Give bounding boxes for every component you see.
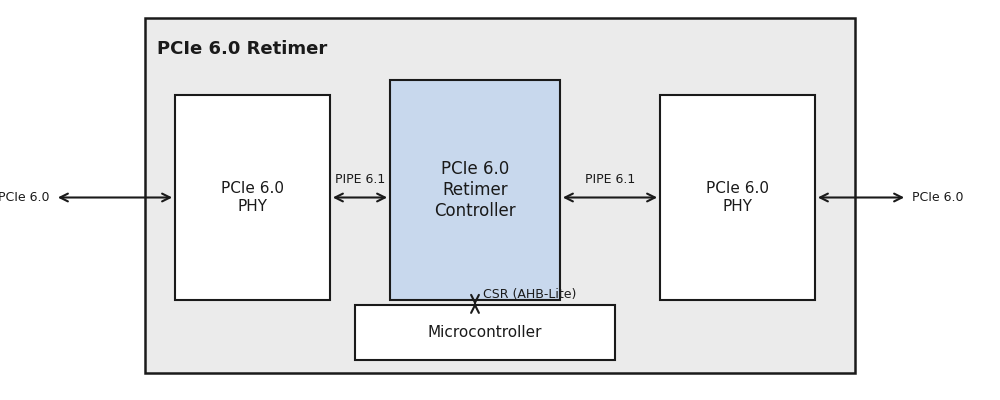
Text: PCIe 6.0: PCIe 6.0	[0, 191, 50, 204]
Text: PCIe 6.0
Retimer
Controller: PCIe 6.0 Retimer Controller	[434, 160, 516, 220]
Bar	[355, 305, 615, 360]
Bar	[390, 80, 560, 300]
Text: PIPE 6.1: PIPE 6.1	[585, 173, 635, 186]
Text: CSR (AHB-Lite): CSR (AHB-Lite)	[483, 288, 576, 301]
Text: PCIe 6.0
PHY: PCIe 6.0 PHY	[706, 181, 769, 214]
Bar	[145, 18, 855, 373]
Bar	[660, 95, 815, 300]
Text: Microcontroller: Microcontroller	[428, 325, 542, 340]
Bar	[175, 95, 330, 300]
Text: PCIe 6.0
PHY: PCIe 6.0 PHY	[221, 181, 284, 214]
Text: PCIe 6.0 Retimer: PCIe 6.0 Retimer	[157, 40, 327, 58]
Text: PCIe 6.0: PCIe 6.0	[912, 191, 964, 204]
Text: PIPE 6.1: PIPE 6.1	[335, 173, 385, 186]
